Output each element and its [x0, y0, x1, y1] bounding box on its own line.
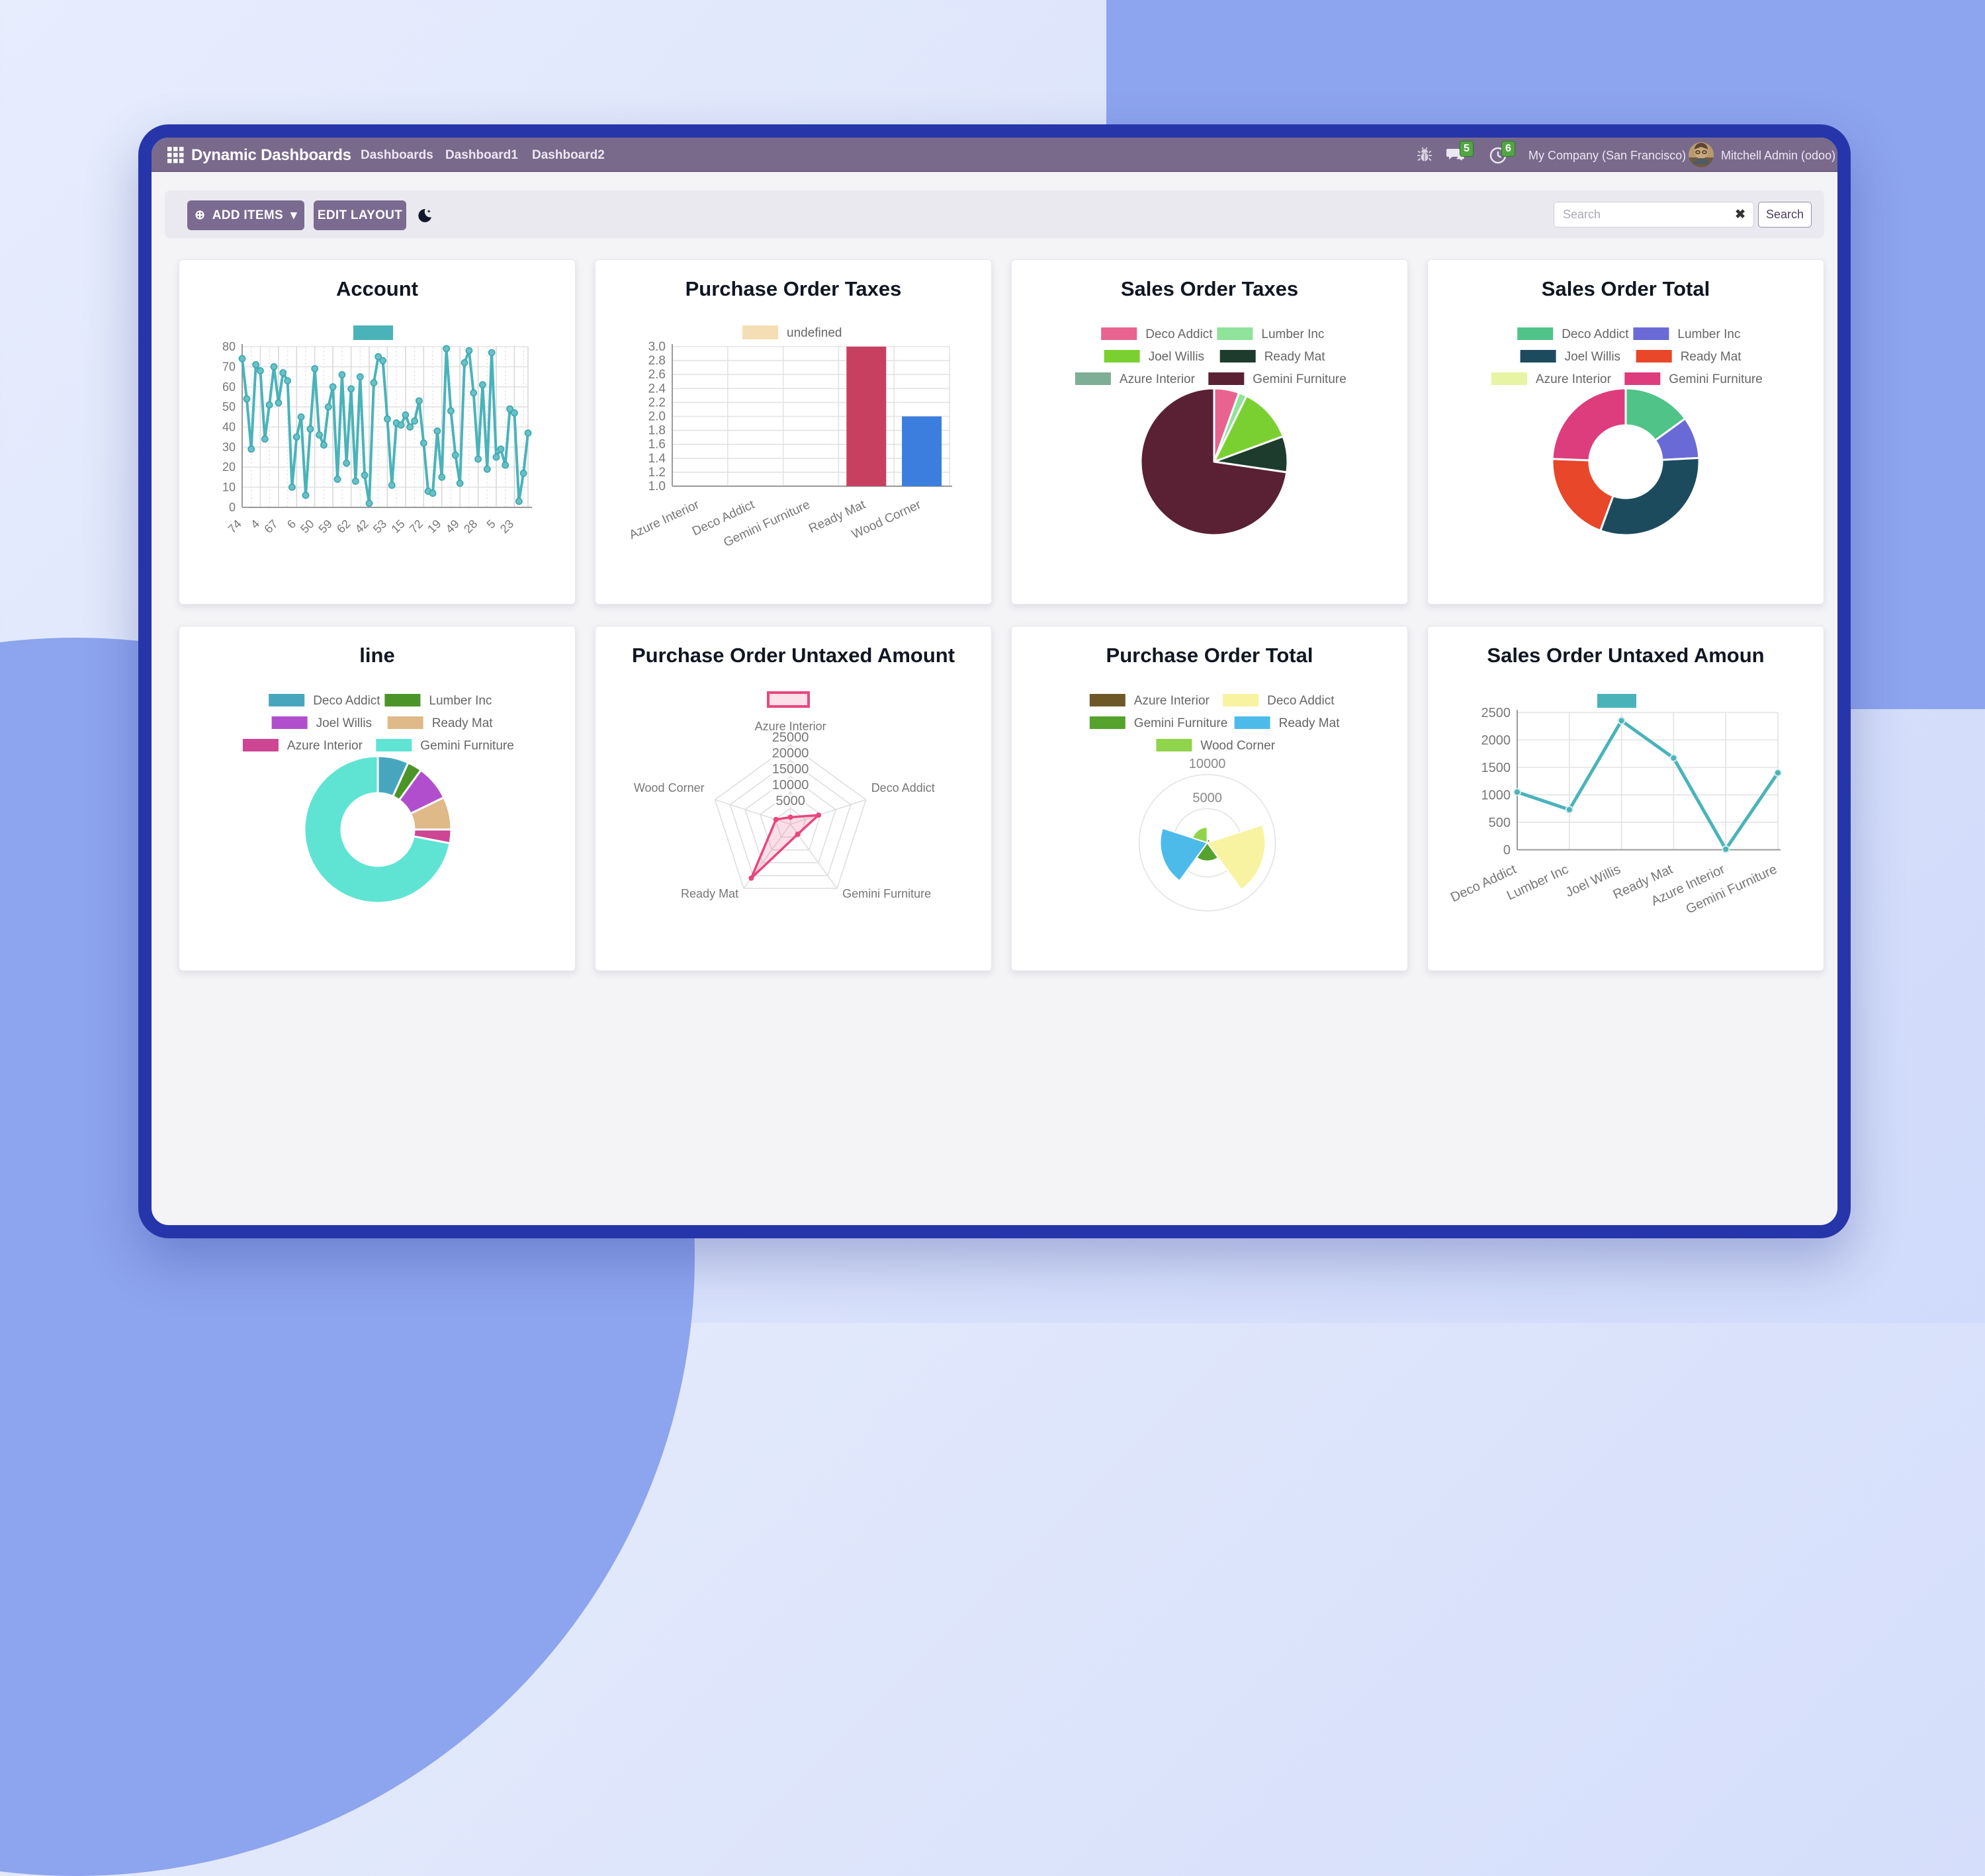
svg-text:Gemini Furniture: Gemini Furniture [1134, 716, 1228, 730]
svg-text:Ready Mat: Ready Mat [1681, 350, 1742, 364]
svg-text:6: 6 [285, 517, 298, 531]
svg-text:49: 49 [443, 517, 462, 536]
svg-text:Joel Willis: Joel Willis [1149, 350, 1204, 364]
svg-text:Wood Corner: Wood Corner [1200, 739, 1275, 753]
svg-text:500: 500 [1489, 816, 1511, 830]
svg-text:Azure Interior: Azure Interior [755, 720, 826, 733]
svg-text:Joel Willis: Joel Willis [1565, 350, 1620, 364]
svg-text:Gemini Furniture: Gemini Furniture [1684, 862, 1779, 917]
svg-text:5000: 5000 [775, 794, 805, 808]
svg-text:0: 0 [229, 501, 236, 514]
svg-text:25000: 25000 [772, 730, 809, 745]
svg-text:Azure Interior: Azure Interior [1120, 372, 1196, 386]
svg-text:2500: 2500 [1481, 706, 1511, 720]
svg-text:1000: 1000 [1481, 789, 1511, 803]
svg-text:23: 23 [498, 517, 516, 536]
svg-text:Deco Addict: Deco Addict [313, 694, 380, 708]
svg-text:Gemini Furniture: Gemini Furniture [842, 887, 931, 900]
svg-text:5: 5 [484, 517, 498, 531]
svg-text:50: 50 [222, 400, 236, 413]
svg-text:Deco Addict: Deco Addict [1562, 327, 1629, 341]
svg-text:1.4: 1.4 [648, 452, 666, 466]
svg-text:Gemini Furniture: Gemini Furniture [420, 739, 514, 753]
svg-text:60: 60 [222, 380, 236, 394]
svg-text:Azure Interior: Azure Interior [1536, 372, 1612, 386]
svg-text:Azure Interior: Azure Interior [627, 497, 702, 542]
svg-text:53: 53 [371, 517, 389, 536]
svg-text:2.0: 2.0 [648, 410, 666, 424]
svg-text:2.6: 2.6 [648, 368, 666, 382]
svg-text:30: 30 [222, 441, 236, 454]
svg-text:19: 19 [425, 517, 443, 536]
svg-text:3.0: 3.0 [648, 340, 666, 354]
svg-text:59: 59 [316, 517, 335, 536]
svg-text:Azure Interior: Azure Interior [1134, 694, 1210, 708]
svg-text:Deco Addict: Deco Addict [1267, 694, 1335, 708]
svg-text:Deco Addict: Deco Addict [871, 781, 935, 794]
svg-text:undefined: undefined [787, 326, 842, 340]
svg-text:4: 4 [248, 517, 262, 531]
svg-text:1500: 1500 [1481, 761, 1511, 775]
svg-text:Deco Addict: Deco Addict [1145, 327, 1213, 341]
svg-text:72: 72 [407, 517, 425, 536]
svg-text:Wood Corner: Wood Corner [634, 781, 705, 794]
svg-text:74: 74 [226, 517, 244, 536]
svg-text:Gemini Furniture: Gemini Furniture [1669, 372, 1763, 386]
svg-text:Ready Mat: Ready Mat [1264, 350, 1326, 364]
svg-text:62: 62 [334, 517, 353, 536]
svg-text:50: 50 [298, 517, 316, 536]
svg-text:10: 10 [222, 481, 236, 494]
svg-text:2.2: 2.2 [648, 396, 666, 409]
svg-text:Joel Willis: Joel Willis [316, 716, 372, 730]
svg-text:80: 80 [222, 340, 236, 353]
svg-text:Ready Mat: Ready Mat [681, 887, 738, 900]
svg-text:2000: 2000 [1481, 734, 1511, 748]
svg-text:2.8: 2.8 [648, 354, 666, 368]
svg-text:Ready Mat: Ready Mat [432, 716, 494, 730]
svg-text:40: 40 [222, 421, 236, 434]
svg-text:70: 70 [222, 360, 236, 373]
svg-text:Gemini Furniture: Gemini Furniture [1253, 372, 1346, 386]
svg-text:1.6: 1.6 [648, 438, 666, 452]
svg-text:1.0: 1.0 [648, 480, 666, 493]
svg-text:Azure Interior: Azure Interior [287, 739, 363, 753]
svg-text:5000: 5000 [1192, 791, 1222, 806]
svg-text:Lumber Inc: Lumber Inc [1261, 327, 1324, 341]
svg-text:20: 20 [222, 460, 236, 474]
svg-text:15: 15 [388, 517, 407, 536]
svg-text:28: 28 [461, 517, 480, 536]
svg-text:1.8: 1.8 [648, 424, 666, 438]
svg-text:Lumber Inc: Lumber Inc [1677, 327, 1740, 341]
svg-text:10000: 10000 [772, 778, 809, 792]
svg-text:0: 0 [1503, 843, 1511, 858]
svg-text:67: 67 [261, 517, 280, 536]
svg-text:15000: 15000 [772, 762, 809, 777]
svg-text:20000: 20000 [772, 746, 809, 761]
svg-text:2.4: 2.4 [648, 382, 666, 396]
svg-text:Ready Mat: Ready Mat [1279, 716, 1341, 730]
svg-text:1.2: 1.2 [648, 466, 666, 480]
svg-text:42: 42 [353, 517, 371, 536]
svg-text:Lumber Inc: Lumber Inc [429, 694, 492, 708]
svg-text:10000: 10000 [1189, 757, 1226, 771]
